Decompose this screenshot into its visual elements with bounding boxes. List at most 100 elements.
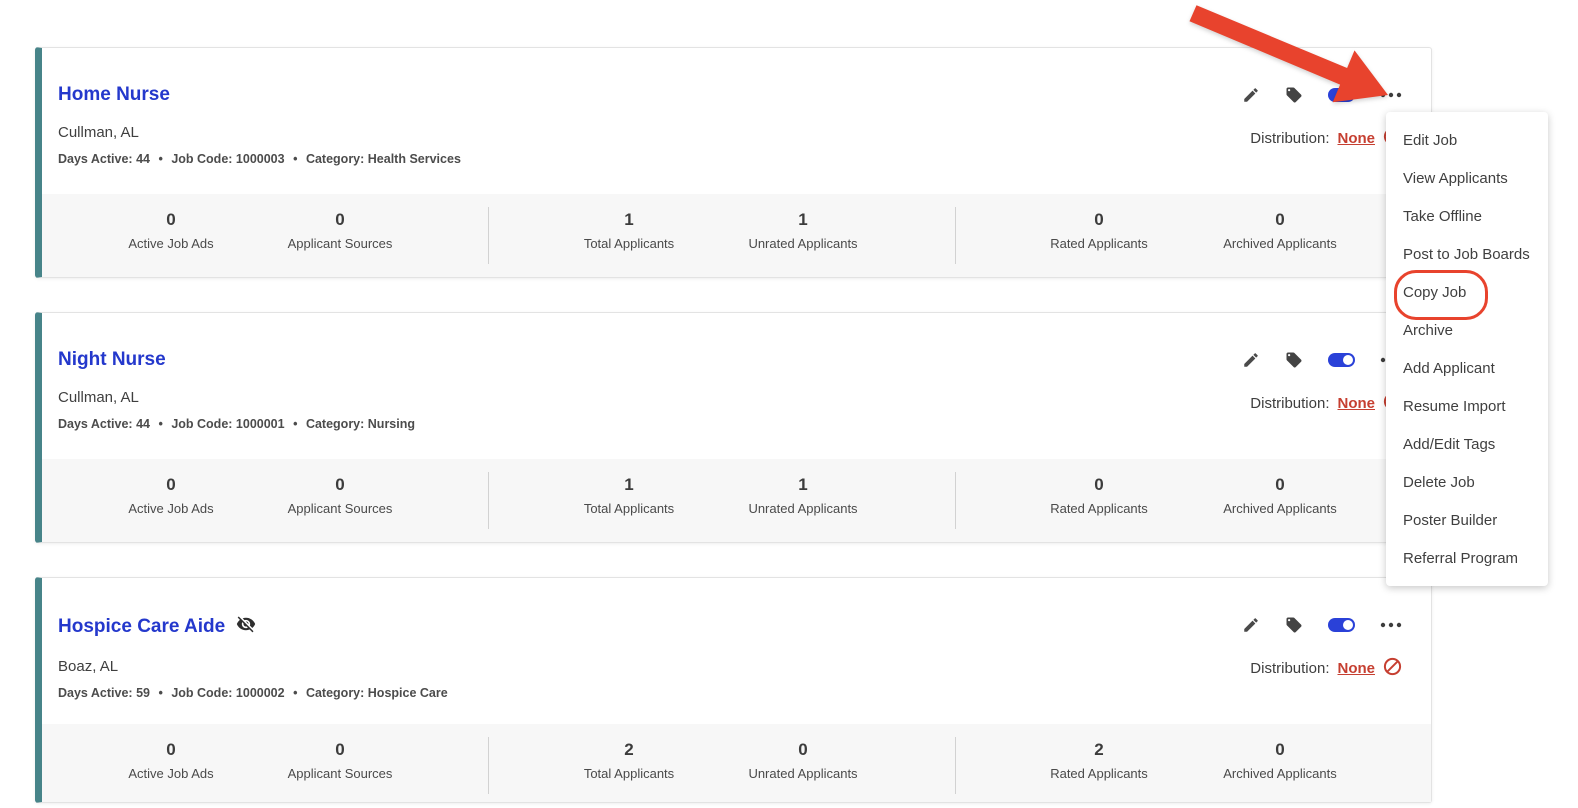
distribution-none-link[interactable]: None	[1337, 660, 1376, 677]
distribution-row: Distribution: None	[1250, 127, 1402, 151]
job-actions-area: Distribution: None	[1242, 84, 1402, 167]
tag-icon[interactable]	[1285, 616, 1303, 634]
separator-dot: •	[158, 686, 163, 700]
stats-divider	[488, 472, 489, 529]
category-label: Category:	[305, 152, 365, 166]
distribution-row: Distribution: None	[1250, 392, 1402, 416]
distribution-none-link[interactable]: None	[1337, 395, 1376, 412]
stat-active-job-ads: 0 Active Job Ads	[128, 740, 214, 781]
job-title-link[interactable]: Home Nurse	[58, 84, 461, 106]
tag-icon[interactable]	[1285, 351, 1303, 369]
menu-item-archive[interactable]: Archive	[1403, 321, 1454, 339]
category-value: Nursing	[367, 417, 416, 431]
job-code-value: 1000001	[235, 417, 285, 431]
stat-rated-applicants: 0 Rated Applicants	[1050, 210, 1148, 251]
category-label: Category:	[305, 417, 365, 431]
job-actions-area: Distribution: None	[1242, 614, 1402, 701]
job-online-toggle[interactable]	[1328, 353, 1355, 367]
distribution-label: Distribution:	[1250, 395, 1330, 412]
separator-dot: •	[158, 417, 163, 431]
stat-rated-applicants: 0 Rated Applicants	[1050, 475, 1148, 516]
job-meta: Days Active: 44 • Job Code: 1000001 • Ca…	[58, 417, 415, 432]
job-online-toggle[interactable]	[1328, 88, 1355, 102]
job-card: Home Nurse Cullman, AL Days Active: 44 •…	[35, 47, 1432, 278]
stat-total-applicants: 2 Total Applicants	[583, 740, 675, 781]
menu-item-copy-job[interactable]: Copy Job	[1386, 270, 1548, 320]
edit-pencil-icon[interactable]	[1242, 616, 1260, 634]
days-active-label: Days Active:	[58, 417, 133, 431]
job-code-label: Job Code:	[171, 152, 233, 166]
menu-item-referral-program[interactable]: Referral Program	[1403, 549, 1519, 567]
toggle-knob	[1343, 355, 1353, 365]
menu-item-poster-builder[interactable]: Poster Builder	[1403, 511, 1498, 529]
job-card-header: Home Nurse Cullman, AL Days Active: 44 •…	[42, 48, 1431, 167]
days-active-value: 44	[136, 152, 150, 166]
job-actions-menu: Edit Job View Applicants Take Offline Po…	[1386, 112, 1548, 586]
job-stats-strip: 0 Active Job Ads 0 Applicant Sources 2 Tota…	[42, 724, 1431, 802]
category-label: Category:	[305, 686, 365, 700]
category-value: Hospice Care	[367, 686, 448, 700]
job-actions-area: Distribution: None	[1242, 349, 1402, 432]
distribution-row: Distribution: None	[1250, 657, 1402, 681]
more-options-ellipsis-icon[interactable]	[1380, 92, 1402, 98]
stat-archived-applicants: 0 Archived Applicants	[1223, 740, 1337, 781]
menu-item-view-applicants[interactable]: View Applicants	[1403, 169, 1508, 187]
job-card: Night Nurse Cullman, AL Days Active: 44 …	[35, 312, 1432, 543]
job-code-label: Job Code:	[171, 686, 233, 700]
menu-item-resume-import[interactable]: Resume Import	[1403, 397, 1506, 415]
job-code-label: Job Code:	[171, 417, 233, 431]
menu-item-add-edit-tags[interactable]: Add/Edit Tags	[1403, 435, 1496, 453]
stats-divider	[955, 737, 956, 794]
job-title-link[interactable]: Hospice Care Aide	[58, 614, 448, 640]
job-online-toggle[interactable]	[1328, 618, 1355, 632]
stats-divider	[955, 472, 956, 529]
stat-total-applicants: 1 Total Applicants	[583, 475, 675, 516]
job-stats-strip: 0 Active Job Ads 0 Applicant Sources 1 Tota…	[42, 459, 1431, 542]
menu-item-add-applicant[interactable]: Add Applicant	[1403, 359, 1495, 377]
job-card-header: Night Nurse Cullman, AL Days Active: 44 …	[42, 313, 1431, 432]
distribution-none-link[interactable]: None	[1337, 130, 1376, 147]
edit-pencil-icon[interactable]	[1242, 351, 1260, 369]
stat-active-job-ads: 0 Active Job Ads	[128, 210, 214, 251]
tag-icon[interactable]	[1285, 86, 1303, 104]
separator-dot: •	[293, 152, 298, 166]
job-action-icons	[1242, 614, 1402, 636]
job-location: Cullman, AL	[58, 124, 139, 141]
menu-item-post-to-job-boards[interactable]: Post to Job Boards	[1403, 245, 1530, 263]
stat-applicant-sources: 0 Applicant Sources	[287, 210, 393, 251]
stat-total-applicants: 1 Total Applicants	[583, 210, 675, 251]
job-meta: Days Active: 44 • Job Code: 1000003 • Ca…	[58, 152, 461, 167]
stat-archived-applicants: 0 Archived Applicants	[1223, 210, 1337, 251]
job-meta: Days Active: 59 • Job Code: 1000002 • Ca…	[58, 686, 448, 701]
stats-divider	[488, 737, 489, 794]
separator-dot: •	[158, 152, 163, 166]
stat-rated-applicants: 2 Rated Applicants	[1050, 740, 1148, 781]
edit-pencil-icon[interactable]	[1242, 86, 1260, 104]
stats-divider	[488, 207, 489, 264]
job-info: Night Nurse Cullman, AL Days Active: 44 …	[58, 349, 415, 432]
days-active-value: 59	[136, 686, 150, 700]
more-options-ellipsis-icon[interactable]	[1380, 622, 1402, 628]
job-title-link[interactable]: Night Nurse	[58, 349, 415, 371]
job-code-value: 1000002	[235, 686, 285, 700]
menu-item-edit-job[interactable]: Edit Job	[1403, 131, 1458, 149]
menu-item-delete-job[interactable]: Delete Job	[1403, 473, 1475, 491]
menu-item-take-offline[interactable]: Take Offline	[1403, 207, 1482, 225]
job-title-text: Hospice Care Aide	[58, 616, 226, 637]
stat-unrated-applicants: 1 Unrated Applicants	[748, 210, 858, 251]
job-card: Hospice Care Aide Boaz, AL Days Active: …	[35, 577, 1432, 803]
job-location: Cullman, AL	[58, 389, 139, 406]
stat-applicant-sources: 0 Applicant Sources	[287, 740, 393, 781]
job-info: Home Nurse Cullman, AL Days Active: 44 •…	[58, 84, 461, 167]
job-card-header: Hospice Care Aide Boaz, AL Days Active: …	[42, 578, 1431, 701]
hidden-eye-slash-icon	[236, 614, 256, 640]
separator-dot: •	[293, 686, 298, 700]
stat-archived-applicants: 0 Archived Applicants	[1223, 475, 1337, 516]
stat-unrated-applicants: 0 Unrated Applicants	[748, 740, 858, 781]
job-action-icons	[1242, 84, 1402, 106]
days-active-value: 44	[136, 417, 150, 431]
days-active-label: Days Active:	[58, 152, 133, 166]
stat-applicant-sources: 0 Applicant Sources	[287, 475, 393, 516]
toggle-knob	[1343, 90, 1353, 100]
job-stats-strip: 0 Active Job Ads 0 Applicant Sources 1 Tota…	[42, 194, 1431, 277]
